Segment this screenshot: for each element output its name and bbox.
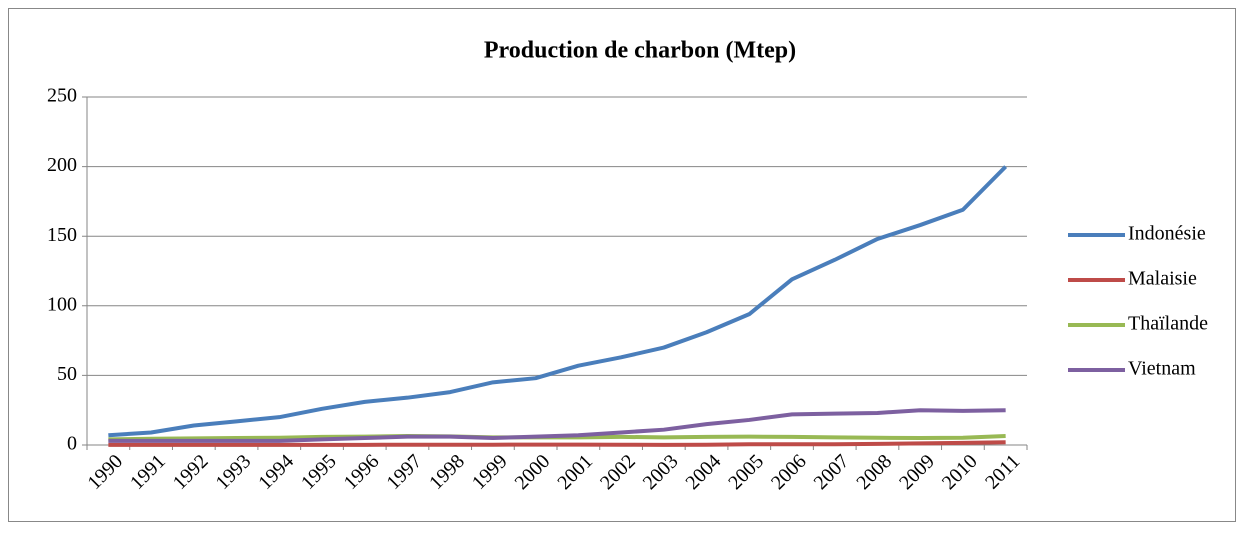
line-series: [108, 165, 1008, 438]
y-tick-label: 250: [47, 85, 77, 107]
y-tick-label: 200: [47, 154, 77, 176]
legend-label: Malaisie: [1128, 268, 1197, 290]
line-series: [108, 440, 1006, 447]
y-tick-label: 100: [47, 293, 77, 315]
legend-label: Thaïlande: [1128, 313, 1208, 335]
y-tick-label: 0: [67, 433, 77, 455]
y-tick-label: 150: [47, 224, 77, 246]
line-series: [108, 408, 1006, 443]
chart-title: Production de charbon (Mtep): [484, 38, 796, 64]
legend-label: Indonésie: [1128, 223, 1206, 245]
legend-label: Vietnam: [1128, 358, 1196, 380]
y-tick-label: 50: [57, 363, 77, 385]
